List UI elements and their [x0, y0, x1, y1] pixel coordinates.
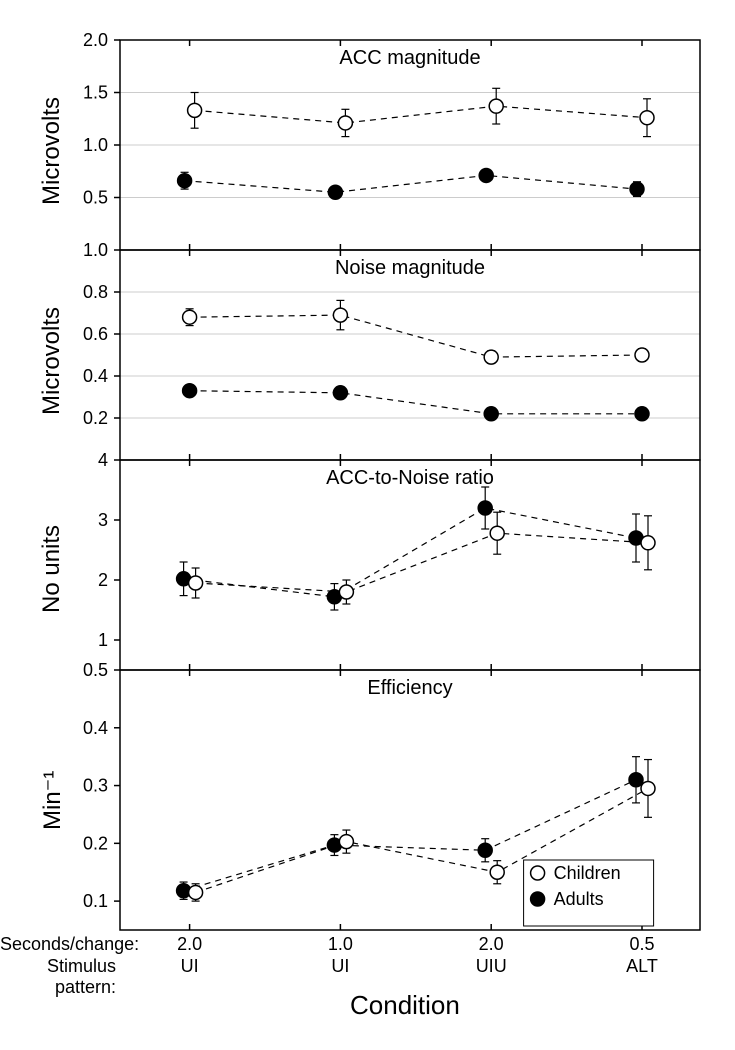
ytick-label: 0.5 [83, 188, 108, 208]
ytick-label: 1.0 [83, 135, 108, 155]
adults-marker [478, 501, 492, 515]
children-marker [640, 111, 654, 125]
adults-line [190, 391, 642, 414]
children-marker [641, 536, 655, 550]
adults-marker [630, 182, 644, 196]
ytick-label: 0.2 [83, 408, 108, 428]
children-marker [641, 781, 655, 795]
xtick-seconds: 1.0 [328, 934, 353, 954]
children-line [195, 106, 647, 123]
ytick-label: 0.8 [83, 282, 108, 302]
row2-label: Stimulus pattern: [0, 956, 116, 998]
children-marker [489, 99, 503, 113]
children-marker [333, 308, 347, 322]
panel-title: Efficiency [367, 677, 452, 699]
legend-adults: Adults [554, 889, 604, 909]
xtick-pattern: ALT [626, 956, 658, 976]
children-marker [490, 865, 504, 879]
ylabel: Min⁻¹ [38, 771, 67, 830]
row1-label: Seconds/change: [0, 934, 116, 955]
adults-marker [484, 407, 498, 421]
adults-marker [479, 168, 493, 182]
children-marker [189, 885, 203, 899]
ytick-label: 0.4 [83, 366, 108, 386]
adults-marker [178, 174, 192, 188]
children-line [196, 533, 648, 592]
ytick-label: 2 [98, 570, 108, 590]
ytick-label: 1.5 [83, 83, 108, 103]
adults-marker [183, 384, 197, 398]
adults-marker [333, 386, 347, 400]
adults-line [184, 508, 636, 597]
xtick-seconds: 2.0 [479, 934, 504, 954]
ytick-label: 0.1 [83, 891, 108, 911]
xtick-seconds: 2.0 [177, 934, 202, 954]
ytick-label: 4 [98, 450, 108, 470]
children-marker [339, 585, 353, 599]
ylabel: Microvolts [38, 97, 66, 205]
adults-line [185, 175, 637, 192]
ytick-label: 2.0 [83, 30, 108, 50]
ytick-label: 1.0 [83, 240, 108, 260]
xtick-pattern: UI [181, 956, 199, 976]
ytick-label: 0.6 [83, 324, 108, 344]
figure: 0.5 1.0 1.5 2.0 ACC magnitude 0.2 0.4 0.6 0.8 1.0… [0, 0, 735, 1050]
legend-children: Children [554, 863, 621, 883]
children-marker [490, 526, 504, 540]
xtick-seconds: 0.5 [629, 934, 654, 954]
ytick-label: 3 [98, 510, 108, 530]
ylabel: No units [38, 525, 66, 613]
panel-title: ACC magnitude [339, 47, 480, 69]
children-marker [338, 116, 352, 130]
adults-marker [629, 773, 643, 787]
ytick-label: 0.3 [83, 776, 108, 796]
children-marker [183, 310, 197, 324]
ylabel: Microvolts [38, 307, 66, 415]
panel-title: Noise magnitude [335, 257, 485, 279]
children-marker [188, 103, 202, 117]
ytick-label: 0.2 [83, 833, 108, 853]
xtick-pattern: UIU [476, 956, 507, 976]
children-marker [484, 350, 498, 364]
panel-title: ACC-to-Noise ratio [326, 467, 494, 489]
adults-marker [328, 185, 342, 199]
xlabel: Condition [350, 990, 460, 1021]
adults-marker [635, 407, 649, 421]
xtick-pattern: UI [331, 956, 349, 976]
ytick-label: 1 [98, 630, 108, 650]
children-line [190, 315, 642, 357]
children-marker [339, 835, 353, 849]
ytick-label: 0.4 [83, 718, 108, 738]
children-marker [189, 576, 203, 590]
ytick-label: 0.5 [83, 660, 108, 680]
adults-marker [478, 843, 492, 857]
children-marker [635, 348, 649, 362]
